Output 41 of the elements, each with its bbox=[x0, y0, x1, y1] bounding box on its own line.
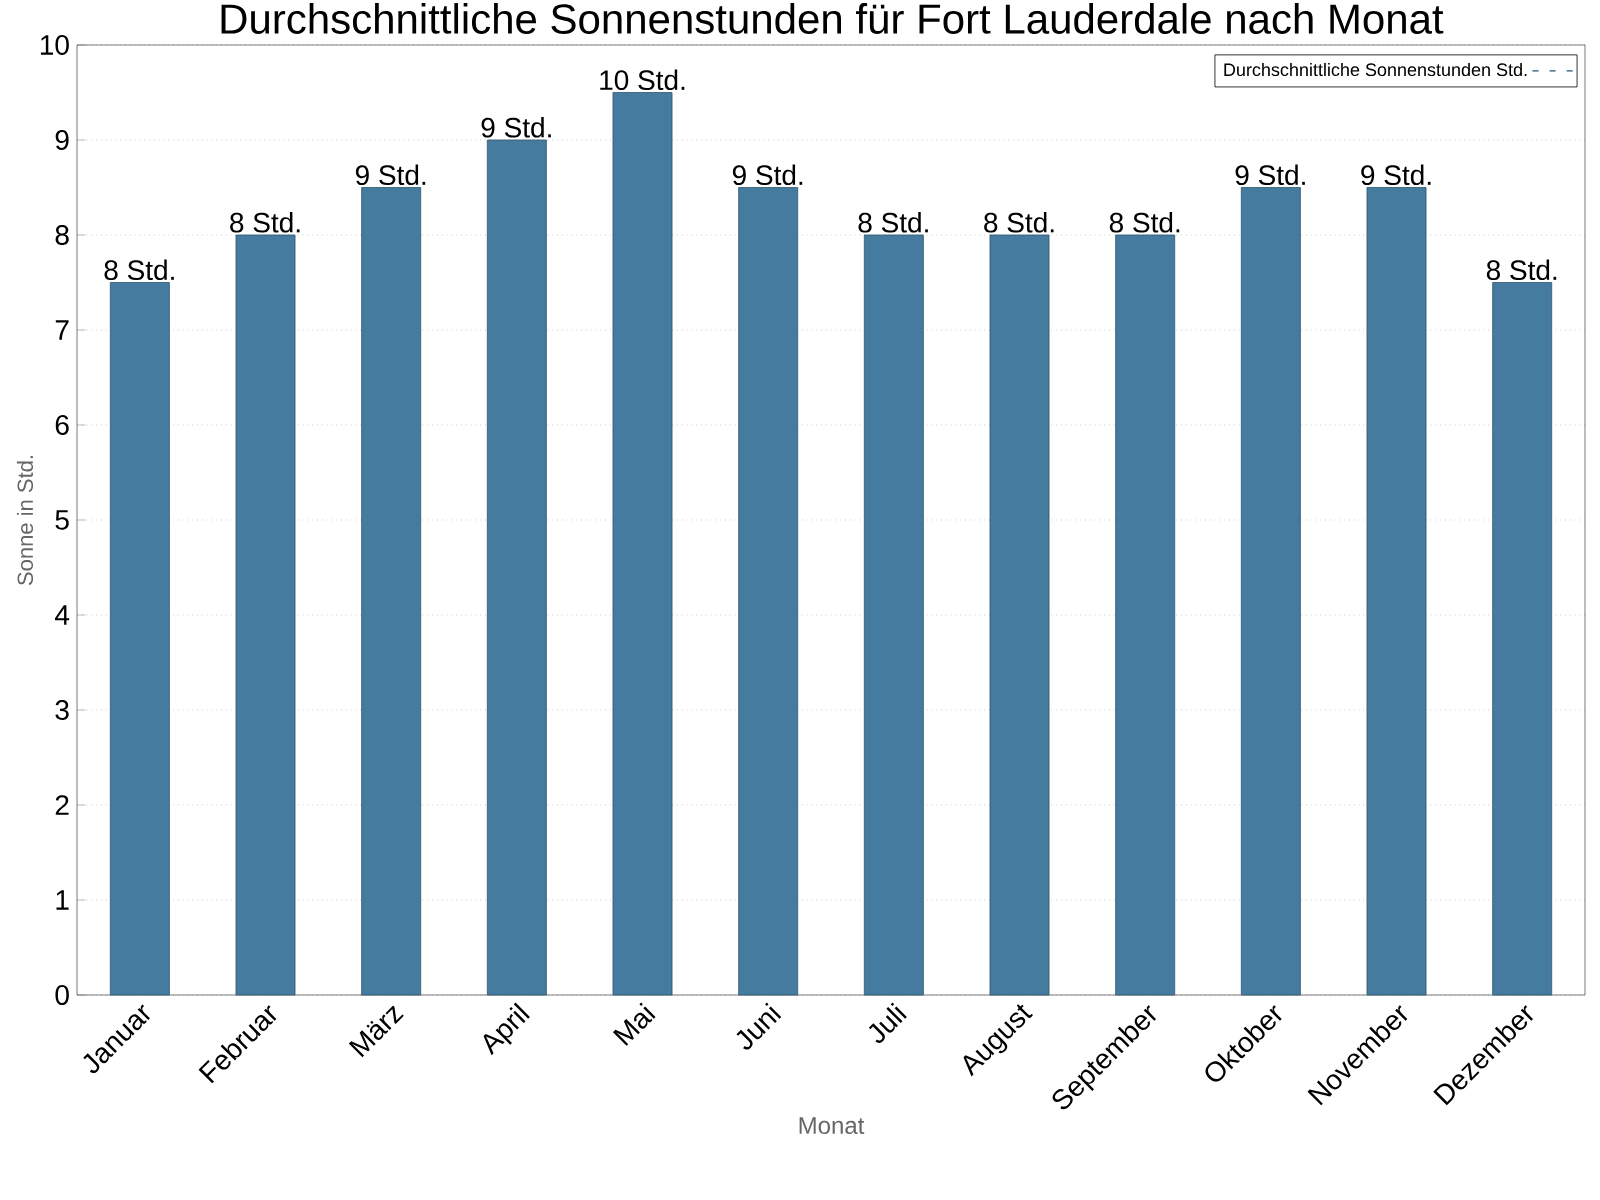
data-label: 8 Std. bbox=[984, 212, 1054, 233]
bar bbox=[235, 234, 296, 996]
data-label: 8 Std. bbox=[104, 259, 174, 281]
y-tick-label: 0 bbox=[55, 985, 69, 1005]
bar bbox=[1115, 234, 1176, 996]
bar bbox=[738, 187, 799, 996]
y-tick-label: 9 bbox=[55, 130, 69, 150]
data-label: 8 Std. bbox=[858, 212, 928, 233]
x-axis-title: Monat bbox=[799, 1117, 865, 1134]
y-tick-label: 3 bbox=[55, 700, 69, 720]
data-label: 9 Std. bbox=[1361, 164, 1431, 186]
y-tick-label: 8 bbox=[55, 225, 69, 245]
chart-title: Durchschnittliche Sonnenstunden für Fort Lauderdale nach Monat bbox=[221, 3, 1444, 34]
data-label: 9 Std. bbox=[481, 117, 551, 138]
x-tick-label: Juli bbox=[868, 1002, 907, 1043]
y-tick-label: 4 bbox=[54, 605, 70, 625]
data-label: 9 Std. bbox=[1235, 164, 1305, 186]
bar bbox=[486, 139, 547, 996]
data-label: 8 Std. bbox=[230, 212, 300, 233]
bar bbox=[1366, 187, 1427, 996]
bar bbox=[863, 234, 924, 996]
y-tick-label: 10 bbox=[40, 35, 69, 55]
data-label: 8 Std. bbox=[1109, 212, 1180, 233]
bar bbox=[1240, 187, 1301, 996]
bar bbox=[612, 92, 673, 996]
y-tick-label: 1 bbox=[56, 890, 69, 910]
y-axis-title: Sonne in Std. bbox=[16, 455, 34, 586]
y-tick-label: 7 bbox=[55, 320, 69, 340]
x-tick-label: Mai bbox=[612, 1002, 656, 1046]
y-tick-label: 6 bbox=[55, 415, 69, 435]
bar bbox=[1492, 282, 1553, 996]
data-label: 10 Std. bbox=[600, 69, 685, 91]
y-tick-label: 5 bbox=[55, 510, 69, 530]
bar bbox=[109, 282, 170, 996]
legend-label: Durchschnittliche Sonnenstunden Std. bbox=[1224, 62, 1527, 77]
bar bbox=[989, 234, 1050, 996]
data-label: 8 Std. bbox=[1486, 259, 1557, 281]
y-tick-label: 2 bbox=[55, 795, 69, 815]
data-label: 9 Std. bbox=[732, 164, 803, 186]
bar bbox=[361, 187, 422, 996]
data-label: 9 Std. bbox=[355, 164, 426, 186]
